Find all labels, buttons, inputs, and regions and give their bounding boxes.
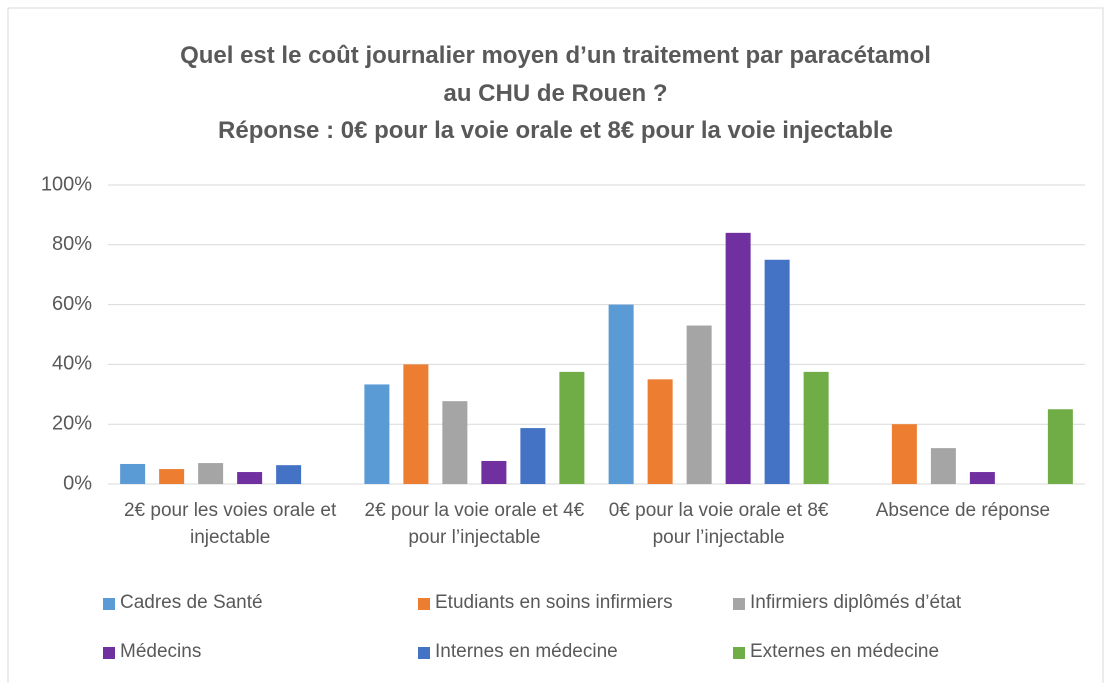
legend-swatch xyxy=(103,647,115,659)
bar xyxy=(237,472,263,484)
y-tick-label: 60% xyxy=(52,293,92,315)
chart-subtitle: Réponse : 0€ pour la voie orale et 8€ po… xyxy=(218,117,893,144)
legend-label: Médecins xyxy=(120,641,202,662)
bar xyxy=(764,259,790,484)
bar xyxy=(686,325,712,484)
x-tick-label: 0€ pour la voie orale et 8€ pour l’injec… xyxy=(608,500,829,548)
legend-swatch xyxy=(733,647,745,659)
legend-swatch xyxy=(103,598,115,610)
chart-title: au CHU de Rouen ? xyxy=(443,80,668,107)
bar xyxy=(559,371,585,484)
frame xyxy=(7,7,1104,683)
bar xyxy=(1047,409,1073,484)
bar xyxy=(198,463,224,484)
x-tick-label: 2€ pour la voie orale et 4€ pour l’injec… xyxy=(364,500,585,548)
bar xyxy=(803,371,829,484)
y-tick-label: 40% xyxy=(52,353,92,375)
bar xyxy=(276,465,302,484)
legend-label: Externes en médecine xyxy=(750,641,940,662)
legend-label: Cadres de Santé xyxy=(120,592,263,613)
bar xyxy=(120,463,146,484)
bar xyxy=(725,232,751,484)
y-tick-label: 20% xyxy=(52,412,92,434)
legend-swatch xyxy=(418,598,430,610)
y-tick-label: 0% xyxy=(63,472,92,494)
bar xyxy=(969,472,995,484)
y-tick-label: 100% xyxy=(41,173,92,195)
legend-swatch xyxy=(418,647,430,659)
x-tick-label: Absence de réponse xyxy=(875,500,1051,521)
x-tick-label: 2€ pour les voies orale et injectable xyxy=(123,500,337,548)
y-tick-label: 80% xyxy=(52,233,92,255)
bar xyxy=(891,424,917,484)
bar xyxy=(442,401,468,484)
bar xyxy=(403,364,429,484)
legend-swatch xyxy=(733,598,745,610)
legend-label: Etudiants en soins infirmiers xyxy=(435,592,673,613)
bar xyxy=(159,469,185,484)
chart-title: Quel est le coût journalier moyen d’un t… xyxy=(180,42,931,69)
bar xyxy=(608,304,634,484)
bar xyxy=(364,384,390,484)
bar xyxy=(647,379,673,484)
bar xyxy=(520,428,546,484)
legend-label: Infirmiers diplômés d’état xyxy=(750,592,962,613)
bar xyxy=(481,460,507,484)
legend-label: Internes en médecine xyxy=(435,641,618,662)
bar xyxy=(930,448,956,484)
